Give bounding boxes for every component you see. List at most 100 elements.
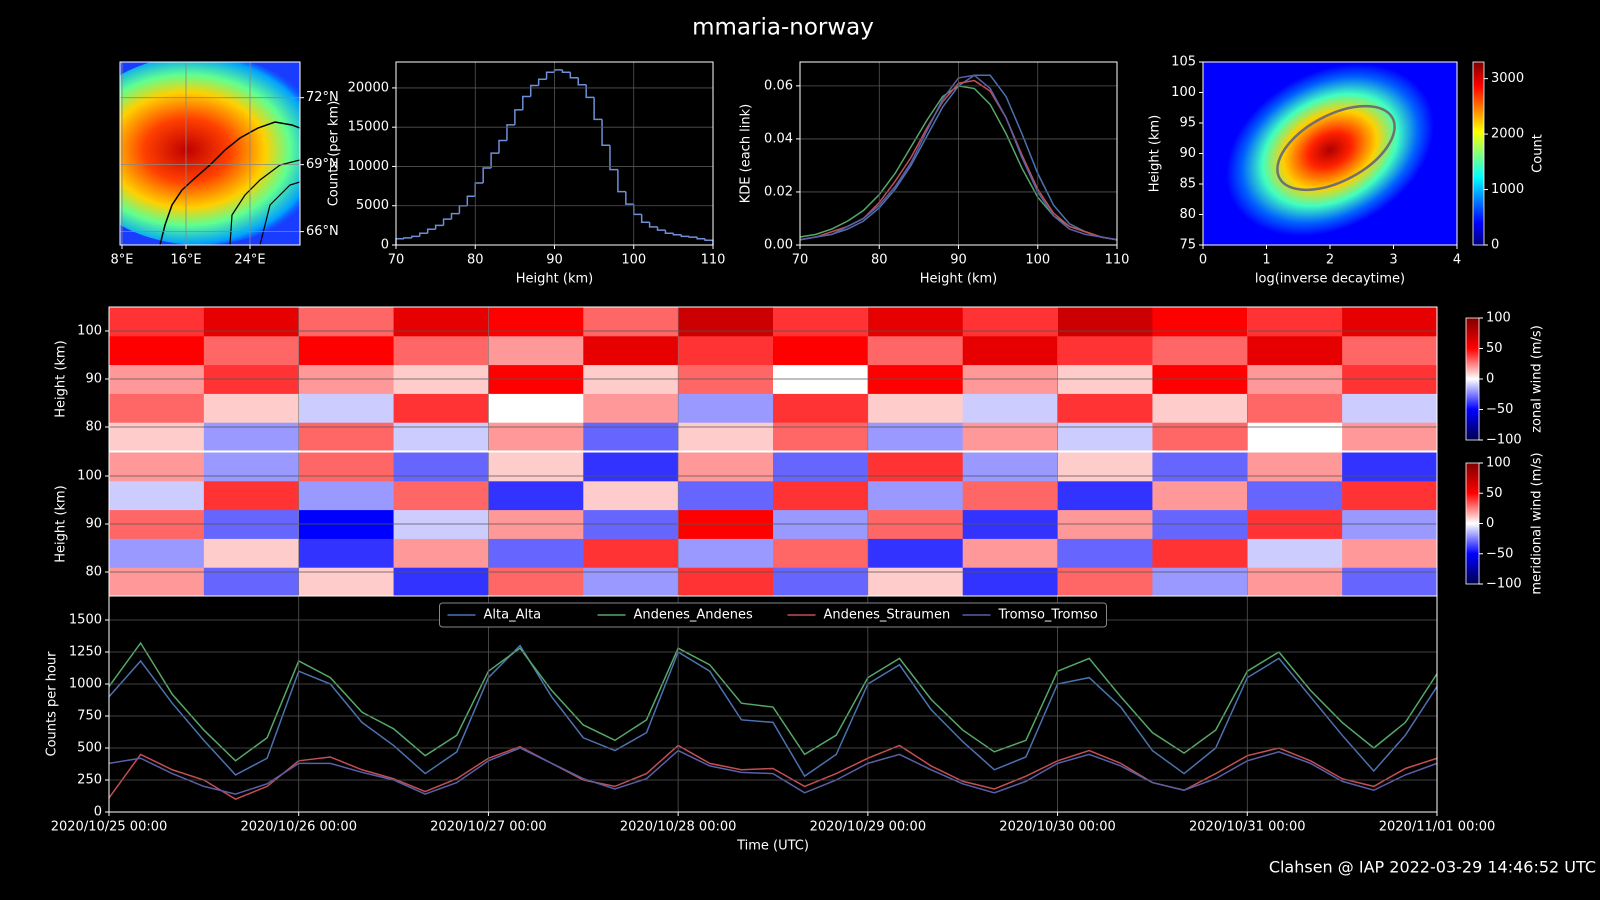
heat-cell — [109, 567, 205, 597]
y-tick-label: 72°N — [306, 90, 339, 105]
panel-heatmap: 80 90 100 Height (km) 100 50 0 −50 −100 meridiona… — [54, 451, 1545, 597]
x-tick-label: 0 — [1199, 253, 1207, 268]
hist-step — [537, 78, 547, 86]
axes-frame — [799, 61, 1118, 246]
footer: Clahsen @ IAP 2022-03-29 14:46:52 UTC — [1269, 858, 1596, 877]
heat-cell — [488, 422, 584, 452]
x-tick-label: 110 — [701, 253, 726, 268]
heat-cell — [109, 452, 205, 482]
hist-step — [514, 109, 523, 125]
hist-step — [664, 230, 674, 234]
colorbar-tick-label: 100 — [1486, 311, 1511, 326]
heat-cell — [583, 567, 679, 597]
heat-cell — [203, 538, 300, 568]
y-axis-label: Height (km) — [54, 485, 69, 562]
heat-cell — [1342, 422, 1438, 452]
heat-cell — [1152, 480, 1248, 511]
heat-cell — [867, 452, 964, 482]
heat-cell — [1342, 567, 1438, 597]
hist-step — [617, 169, 626, 193]
hist-step — [609, 145, 618, 171]
panel-heatmap: 80 90 100 Height (km) 100 50 0 −50 −100 zonal win… — [54, 306, 1545, 452]
x-axis-label: Height (km) — [920, 272, 997, 287]
hist-step — [522, 95, 531, 110]
x-axis-label: log(inverse decaytime) — [1255, 272, 1405, 287]
heat-cell — [393, 422, 489, 452]
coastline — [159, 121, 300, 245]
heat-cell — [962, 452, 1059, 482]
colorbar-tick-label: 0 — [1486, 516, 1494, 531]
hist-step — [561, 69, 571, 73]
heat-cell — [678, 480, 774, 511]
heat-cell — [962, 422, 1059, 452]
heat-cell — [1152, 307, 1248, 337]
heat-cell — [488, 538, 584, 568]
y-axis-label: Counts per hour — [45, 651, 60, 757]
heat-cell — [962, 393, 1059, 423]
heat-cell — [109, 480, 205, 511]
hist-step — [434, 224, 444, 230]
y-tick-label: 80 — [85, 565, 102, 580]
heat-cell — [298, 567, 395, 597]
heat-cell — [1247, 567, 1343, 597]
x-axis-label: Height (km) — [516, 272, 593, 287]
y-tick-label: 90 — [1179, 146, 1196, 161]
heat-cell — [1057, 567, 1153, 597]
heat-cell — [773, 393, 869, 423]
heat-cell — [583, 538, 679, 568]
y-tick-label: 100 — [77, 469, 102, 484]
heat-cell — [488, 567, 584, 597]
y-tick-label: 5000 — [356, 198, 389, 213]
hist-step — [585, 84, 595, 99]
x-tick-label: 110 — [1105, 253, 1130, 268]
heat-cell — [488, 393, 584, 423]
colorbar-tick-label: 50 — [1486, 486, 1503, 501]
heat-cell — [773, 452, 869, 482]
heat-cell — [109, 307, 205, 337]
legend-label: Tromso_Tromso — [998, 608, 1098, 623]
x-tick-label: 2020/10/29 00:00 — [810, 820, 927, 835]
heat-cell — [1152, 567, 1248, 597]
heat-cell — [962, 307, 1059, 337]
heat-cell — [1247, 307, 1343, 337]
x-tick-label: 70 — [792, 253, 809, 268]
x-tick-label: 2 — [1326, 253, 1334, 268]
heat-cell — [962, 538, 1059, 568]
colorbar-tick-label: 50 — [1486, 341, 1503, 356]
x-tick-label: 8°E — [111, 253, 134, 268]
x-tick-label: 90 — [950, 253, 967, 268]
heat-cell — [583, 335, 679, 366]
heat-cell — [678, 393, 774, 423]
heat-cell — [488, 480, 584, 511]
colorbar — [1472, 61, 1485, 246]
hist-step — [529, 84, 539, 97]
hist-step — [680, 234, 690, 238]
y-tick-label: 85 — [1179, 177, 1196, 192]
y-tick-label: 69°N — [306, 157, 339, 172]
colorbar-tick-label: −50 — [1486, 546, 1513, 561]
y-tick-label: 10000 — [348, 159, 389, 174]
heat-cell — [298, 422, 395, 452]
hist-step — [498, 139, 507, 154]
series-line — [108, 641, 1438, 762]
colorbar-tick-label: 0 — [1491, 238, 1499, 253]
panel-hist2d: 75 80 85 90 95 100 105 0 1 2 3 4 log(inverse decayti… — [1148, 55, 1546, 287]
y-tick-label: 250 — [77, 773, 102, 788]
x-tick-label: 2020/10/28 00:00 — [620, 820, 737, 835]
x-tick-label: 100 — [1025, 253, 1050, 268]
heat-cell — [298, 480, 395, 511]
y-tick-label: 90 — [85, 517, 102, 532]
x-tick-label: 2020/10/27 00:00 — [430, 820, 547, 835]
heat-cell — [1057, 335, 1153, 366]
heat-cell — [867, 480, 964, 511]
y-tick-label: 750 — [77, 709, 102, 724]
heat-cell — [393, 393, 489, 423]
legend-label: Alta_Alta — [484, 608, 542, 623]
y-tick-label: 0 — [94, 805, 102, 820]
hist2d-density — [1226, 63, 1434, 237]
x-tick-label: 2020/10/30 00:00 — [999, 820, 1116, 835]
hist2d-image — [1203, 62, 1457, 245]
axes-frame — [108, 595, 1438, 813]
heat-cell — [678, 567, 774, 597]
heat-cell — [1247, 335, 1343, 366]
